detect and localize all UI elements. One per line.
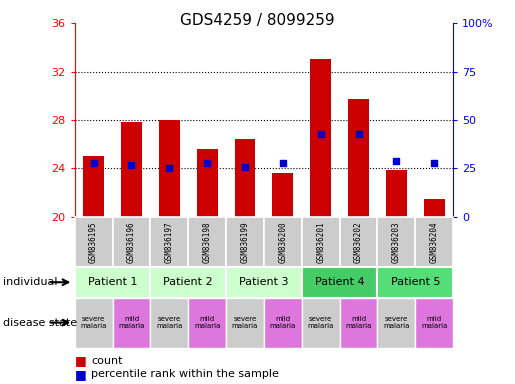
Point [127, 162, 135, 168]
Text: Patient 2: Patient 2 [163, 277, 213, 287]
Bar [377, 267, 453, 298]
Bar [188, 298, 226, 348]
Bar [75, 298, 112, 348]
Bar [226, 298, 264, 348]
Text: GSM836200: GSM836200 [279, 221, 287, 263]
Bar [226, 217, 264, 267]
Bar [348, 99, 369, 217]
Point [430, 160, 438, 166]
Text: Patient 1: Patient 1 [88, 277, 138, 287]
Bar [150, 267, 226, 298]
Bar [377, 298, 415, 348]
Text: mild
malaria: mild malaria [270, 316, 296, 329]
Bar [377, 217, 415, 267]
Text: GSM836197: GSM836197 [165, 221, 174, 263]
Text: GSM836195: GSM836195 [89, 221, 98, 263]
Bar [150, 298, 188, 348]
Bar [112, 217, 150, 267]
Bar [340, 217, 377, 267]
Text: percentile rank within the sample: percentile rank within the sample [91, 369, 279, 379]
Text: mild
malaria: mild malaria [118, 316, 145, 329]
Point [165, 166, 174, 172]
Point [317, 131, 325, 137]
Point [354, 131, 363, 137]
Text: Patient 3: Patient 3 [239, 277, 289, 287]
Text: GSM836203: GSM836203 [392, 221, 401, 263]
Bar [264, 298, 302, 348]
Text: severe
malaria: severe malaria [156, 316, 182, 329]
Text: Patient 5: Patient 5 [390, 277, 440, 287]
Text: severe
malaria: severe malaria [383, 316, 409, 329]
Text: individual: individual [3, 277, 57, 287]
Bar [302, 267, 377, 298]
Point [392, 158, 401, 164]
Text: GSM836204: GSM836204 [430, 221, 439, 263]
Text: GSM836196: GSM836196 [127, 221, 136, 263]
Text: GSM836199: GSM836199 [241, 221, 249, 263]
Bar [415, 298, 453, 348]
Bar [188, 217, 226, 267]
Text: GDS4259 / 8099259: GDS4259 / 8099259 [180, 13, 335, 28]
Text: severe
malaria: severe malaria [307, 316, 334, 329]
Bar [159, 120, 180, 217]
Point [279, 160, 287, 166]
Text: severe
malaria: severe malaria [232, 316, 258, 329]
Bar [340, 298, 377, 348]
Bar [121, 122, 142, 217]
Bar [386, 170, 407, 217]
Text: GSM836201: GSM836201 [316, 221, 325, 263]
Bar [311, 60, 331, 217]
Text: mild
malaria: mild malaria [194, 316, 220, 329]
Text: mild
malaria: mild malaria [346, 316, 372, 329]
Bar [75, 267, 150, 298]
Bar [302, 298, 340, 348]
Text: GSM836202: GSM836202 [354, 221, 363, 263]
Text: count: count [91, 356, 123, 366]
Text: disease state: disease state [3, 318, 77, 328]
Bar [150, 217, 188, 267]
Text: GSM836198: GSM836198 [203, 221, 212, 263]
Point [241, 164, 249, 170]
Text: severe
malaria: severe malaria [80, 316, 107, 329]
Bar [272, 173, 293, 217]
Bar [75, 217, 112, 267]
Bar [415, 217, 453, 267]
Text: ■: ■ [75, 354, 87, 367]
Bar [264, 217, 302, 267]
Bar [226, 267, 302, 298]
Point [90, 160, 98, 166]
Bar [424, 199, 444, 217]
Bar [197, 149, 217, 217]
Bar [302, 217, 340, 267]
Bar [112, 298, 150, 348]
Bar [83, 156, 104, 217]
Text: mild
malaria: mild malaria [421, 316, 448, 329]
Text: ■: ■ [75, 368, 87, 381]
Point [203, 160, 211, 166]
Text: Patient 4: Patient 4 [315, 277, 365, 287]
Bar [235, 139, 255, 217]
